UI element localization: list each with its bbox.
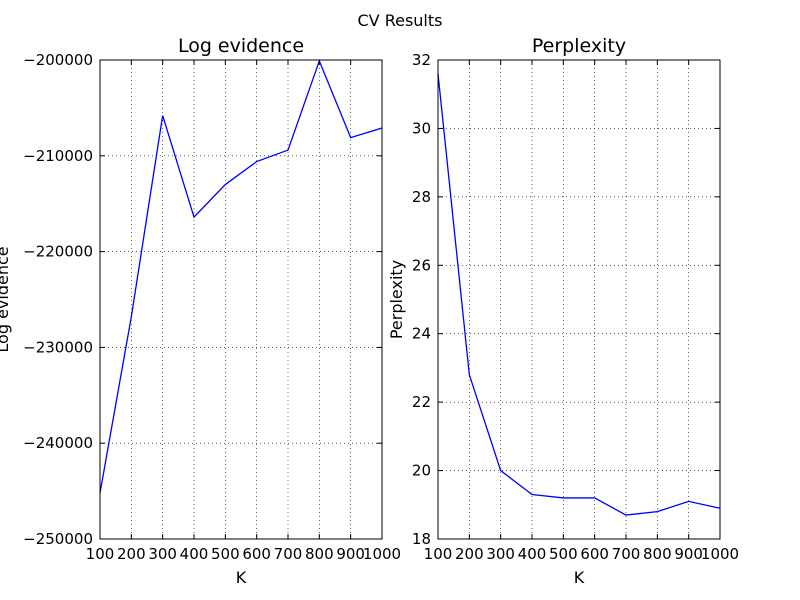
x-tick-label: 300 <box>486 545 515 563</box>
y-tick-label: −250000 <box>23 530 93 548</box>
x-axis-label: K <box>574 568 585 587</box>
x-tick-label: 200 <box>117 545 146 563</box>
x-tick-label: 100 <box>86 545 115 563</box>
x-tick-label: 900 <box>674 545 703 563</box>
x-tick-label: 700 <box>612 545 641 563</box>
series-line-log-evidence <box>99 59 383 494</box>
y-tick-label: −230000 <box>23 338 93 356</box>
series-line-perplexity <box>437 73 721 516</box>
y-tick-label: −200000 <box>23 51 93 69</box>
y-tick-label: −240000 <box>23 434 93 452</box>
x-tick-label: 200 <box>455 545 484 563</box>
y-tick-label: 22 <box>412 393 431 411</box>
y-tick-label: 28 <box>412 188 431 206</box>
x-tick-label: 400 <box>518 545 547 563</box>
y-tick-label: 26 <box>412 256 431 274</box>
x-tick-label: 1000 <box>701 545 739 563</box>
x-axis-label: K <box>236 568 247 587</box>
y-tick-label: −220000 <box>23 243 93 261</box>
y-axis-label: Perplexity <box>387 260 406 339</box>
x-tick-label: 800 <box>305 545 334 563</box>
y-tick-label: 32 <box>412 51 431 69</box>
chart-title: Perplexity <box>532 35 626 57</box>
x-tick-label: 1000 <box>363 545 401 563</box>
x-tick-label: 100 <box>424 545 453 563</box>
x-tick-label: 800 <box>643 545 672 563</box>
x-tick-label: 300 <box>148 545 177 563</box>
y-axis-label: Log evidence <box>0 246 12 352</box>
y-tick-label: 18 <box>412 530 431 548</box>
plot-frame <box>437 59 721 540</box>
x-tick-label: 600 <box>242 545 271 563</box>
x-tick-label: 500 <box>549 545 578 563</box>
x-tick-label: 500 <box>211 545 240 563</box>
x-tick-label: 600 <box>580 545 609 563</box>
plot-frame <box>99 59 383 540</box>
y-tick-label: −210000 <box>23 147 93 165</box>
y-tick-label: 24 <box>412 325 431 343</box>
x-tick-label: 700 <box>274 545 303 563</box>
figure-suptitle: CV Results <box>358 11 443 30</box>
chart-title: Log evidence <box>178 35 304 57</box>
y-tick-label: 20 <box>412 462 431 480</box>
x-tick-label: 900 <box>336 545 365 563</box>
x-tick-label: 400 <box>180 545 209 563</box>
y-tick-label: 30 <box>412 119 431 137</box>
